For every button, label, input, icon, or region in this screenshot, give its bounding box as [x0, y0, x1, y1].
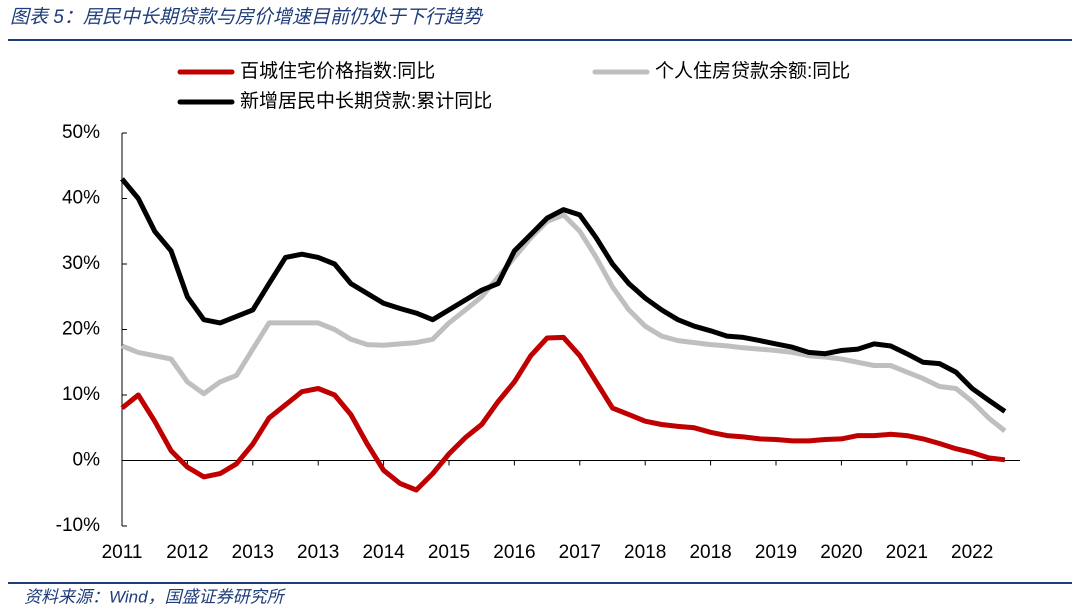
- x-tick-label: 2019: [755, 542, 797, 563]
- y-tick-label: 20%: [62, 319, 100, 340]
- legend-label: 个人住房贷款余额:同比: [655, 60, 850, 82]
- x-tick-label: 2017: [559, 542, 601, 563]
- x-tick-label: 2015: [428, 542, 470, 563]
- x-tick-label: 2012: [166, 542, 208, 563]
- source: 资料来源：Wind，国盛证券研究所: [24, 587, 287, 606]
- legend-label: 新增居民中长期贷款:累计同比: [240, 90, 492, 112]
- y-tick-label: 40%: [62, 188, 100, 209]
- x-tick-label: 2011: [102, 542, 143, 563]
- title: 图表 5：居民中长期贷款与房价增速目前仍处于下行趋势: [10, 6, 484, 28]
- x-tick-label: 2020: [820, 542, 862, 563]
- y-tick-label: 10%: [62, 384, 100, 405]
- x-tick-label: 2018: [624, 542, 666, 563]
- series-line: [121, 212, 1007, 433]
- x-tick-label: 2013: [297, 542, 339, 563]
- series-line: [120, 177, 1007, 414]
- series-line: [120, 334, 1006, 493]
- legend-label: 百城住宅价格指数:同比: [240, 60, 435, 82]
- x-tick-label: 2021: [886, 542, 928, 563]
- x-tick-label: 2013: [232, 542, 274, 563]
- y-tick-label: -10%: [56, 515, 100, 536]
- x-tick-label: 2016: [493, 542, 535, 563]
- y-tick-label: 50%: [62, 122, 100, 143]
- y-tick-label: 0%: [73, 450, 101, 471]
- x-tick-label: 2022: [951, 542, 993, 563]
- x-tick-label: 2014: [362, 542, 405, 563]
- y-tick-label: 30%: [62, 253, 100, 274]
- x-tick-label: 2018: [689, 542, 731, 563]
